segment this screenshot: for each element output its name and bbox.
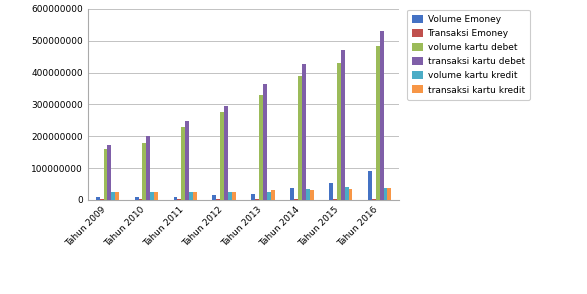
Legend: Volume Emoney, Transaksi Emoney, volume kartu debet, transaksi kartu debet, volu: Volume Emoney, Transaksi Emoney, volume … xyxy=(407,9,530,100)
Bar xyxy=(302,64,306,200)
Bar xyxy=(387,188,392,200)
Bar xyxy=(384,188,387,200)
Bar xyxy=(380,31,384,200)
Bar xyxy=(310,190,313,200)
Bar xyxy=(290,188,294,200)
Bar xyxy=(333,199,337,200)
Bar xyxy=(220,112,224,200)
Bar xyxy=(177,199,181,200)
Bar xyxy=(294,199,298,200)
Bar xyxy=(341,50,345,200)
Bar xyxy=(255,199,259,200)
Bar xyxy=(150,192,154,200)
Bar xyxy=(263,84,267,200)
Bar xyxy=(115,192,119,200)
Bar xyxy=(329,183,333,200)
Bar xyxy=(372,199,376,200)
Bar xyxy=(349,189,352,200)
Bar xyxy=(232,192,236,200)
Bar xyxy=(224,106,228,200)
Bar xyxy=(267,192,271,200)
Bar xyxy=(193,192,197,200)
Bar xyxy=(107,145,112,200)
Bar xyxy=(345,187,349,200)
Bar xyxy=(189,192,193,200)
Bar xyxy=(100,199,103,200)
Bar xyxy=(306,189,310,200)
Bar xyxy=(298,76,302,200)
Bar xyxy=(228,192,232,200)
Bar xyxy=(146,136,150,200)
Bar xyxy=(185,121,189,200)
Bar xyxy=(139,199,143,200)
Bar xyxy=(112,192,115,200)
Bar xyxy=(174,197,177,200)
Bar xyxy=(376,46,380,200)
Bar xyxy=(154,192,158,200)
Bar xyxy=(217,199,220,200)
Bar xyxy=(135,197,139,200)
Bar xyxy=(368,171,372,200)
Bar xyxy=(337,63,341,200)
Bar xyxy=(259,95,263,200)
Bar xyxy=(271,191,275,200)
Bar xyxy=(212,195,217,200)
Bar xyxy=(181,127,185,200)
Bar xyxy=(96,197,100,200)
Bar xyxy=(103,149,107,200)
Bar xyxy=(251,193,255,200)
Bar xyxy=(143,143,146,200)
